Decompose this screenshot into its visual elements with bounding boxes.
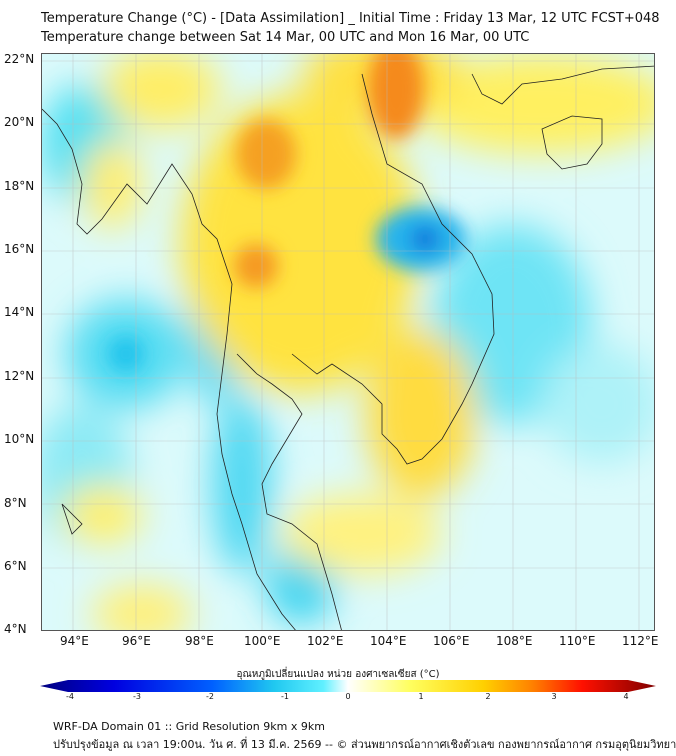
lat-tick: 12°N	[4, 369, 35, 383]
lon-tick: 102°E	[307, 634, 344, 648]
lon-tick: 108°E	[496, 634, 533, 648]
temperature-change-map	[41, 53, 655, 631]
lat-tick: 10°N	[4, 432, 35, 446]
lon-tick: 98°E	[185, 634, 214, 648]
update-credit: ปรับปรุงข้อมูล ณ เวลา 19:00น. วัน ศ. ที่…	[53, 738, 676, 751]
colorbar-tick: -1	[281, 692, 289, 701]
lon-tick: 94°E	[60, 634, 89, 648]
lat-tick: 20°N	[4, 115, 35, 129]
colorbar-tick: 0	[345, 692, 351, 701]
model-info: WRF-DA Domain 01 :: Grid Resolution 9km …	[53, 720, 325, 733]
colorbar-tick: -2	[206, 692, 214, 701]
colorbar-gradient	[40, 680, 656, 692]
lon-tick: 112°E	[622, 634, 659, 648]
lon-tick: 104°E	[370, 634, 407, 648]
lat-tick: 16°N	[4, 242, 35, 256]
chart-title: Temperature Change (°C) - [Data Assimila…	[41, 11, 660, 26]
colorbar-tick: 1	[418, 692, 424, 701]
lat-tick: 8°N	[4, 496, 27, 510]
lon-tick: 96°E	[122, 634, 151, 648]
lat-tick: 4°N	[4, 622, 27, 636]
colorbar-tick: 2	[485, 692, 491, 701]
lon-tick: 110°E	[559, 634, 596, 648]
chart-subtitle: Temperature change between Sat 14 Mar, 0…	[41, 30, 530, 45]
colorbar-tick: 4	[623, 692, 629, 701]
lat-tick: 18°N	[4, 179, 35, 193]
colorbar	[40, 680, 656, 692]
colorbar-tick: 3	[551, 692, 557, 701]
graticule	[42, 54, 654, 630]
lon-tick: 100°E	[244, 634, 281, 648]
lon-tick: 106°E	[433, 634, 470, 648]
colorbar-tick: -3	[133, 692, 141, 701]
coastlines	[42, 65, 654, 630]
lat-tick: 14°N	[4, 305, 35, 319]
colorbar-tick: -4	[66, 692, 74, 701]
map-field	[42, 54, 654, 630]
lat-tick: 6°N	[4, 559, 27, 573]
colorbar-label: อุณหภูมิเปลี่ยนแปลง หน่วย องศาเซลเซียส (…	[236, 669, 440, 680]
lat-tick: 22°N	[4, 52, 35, 66]
